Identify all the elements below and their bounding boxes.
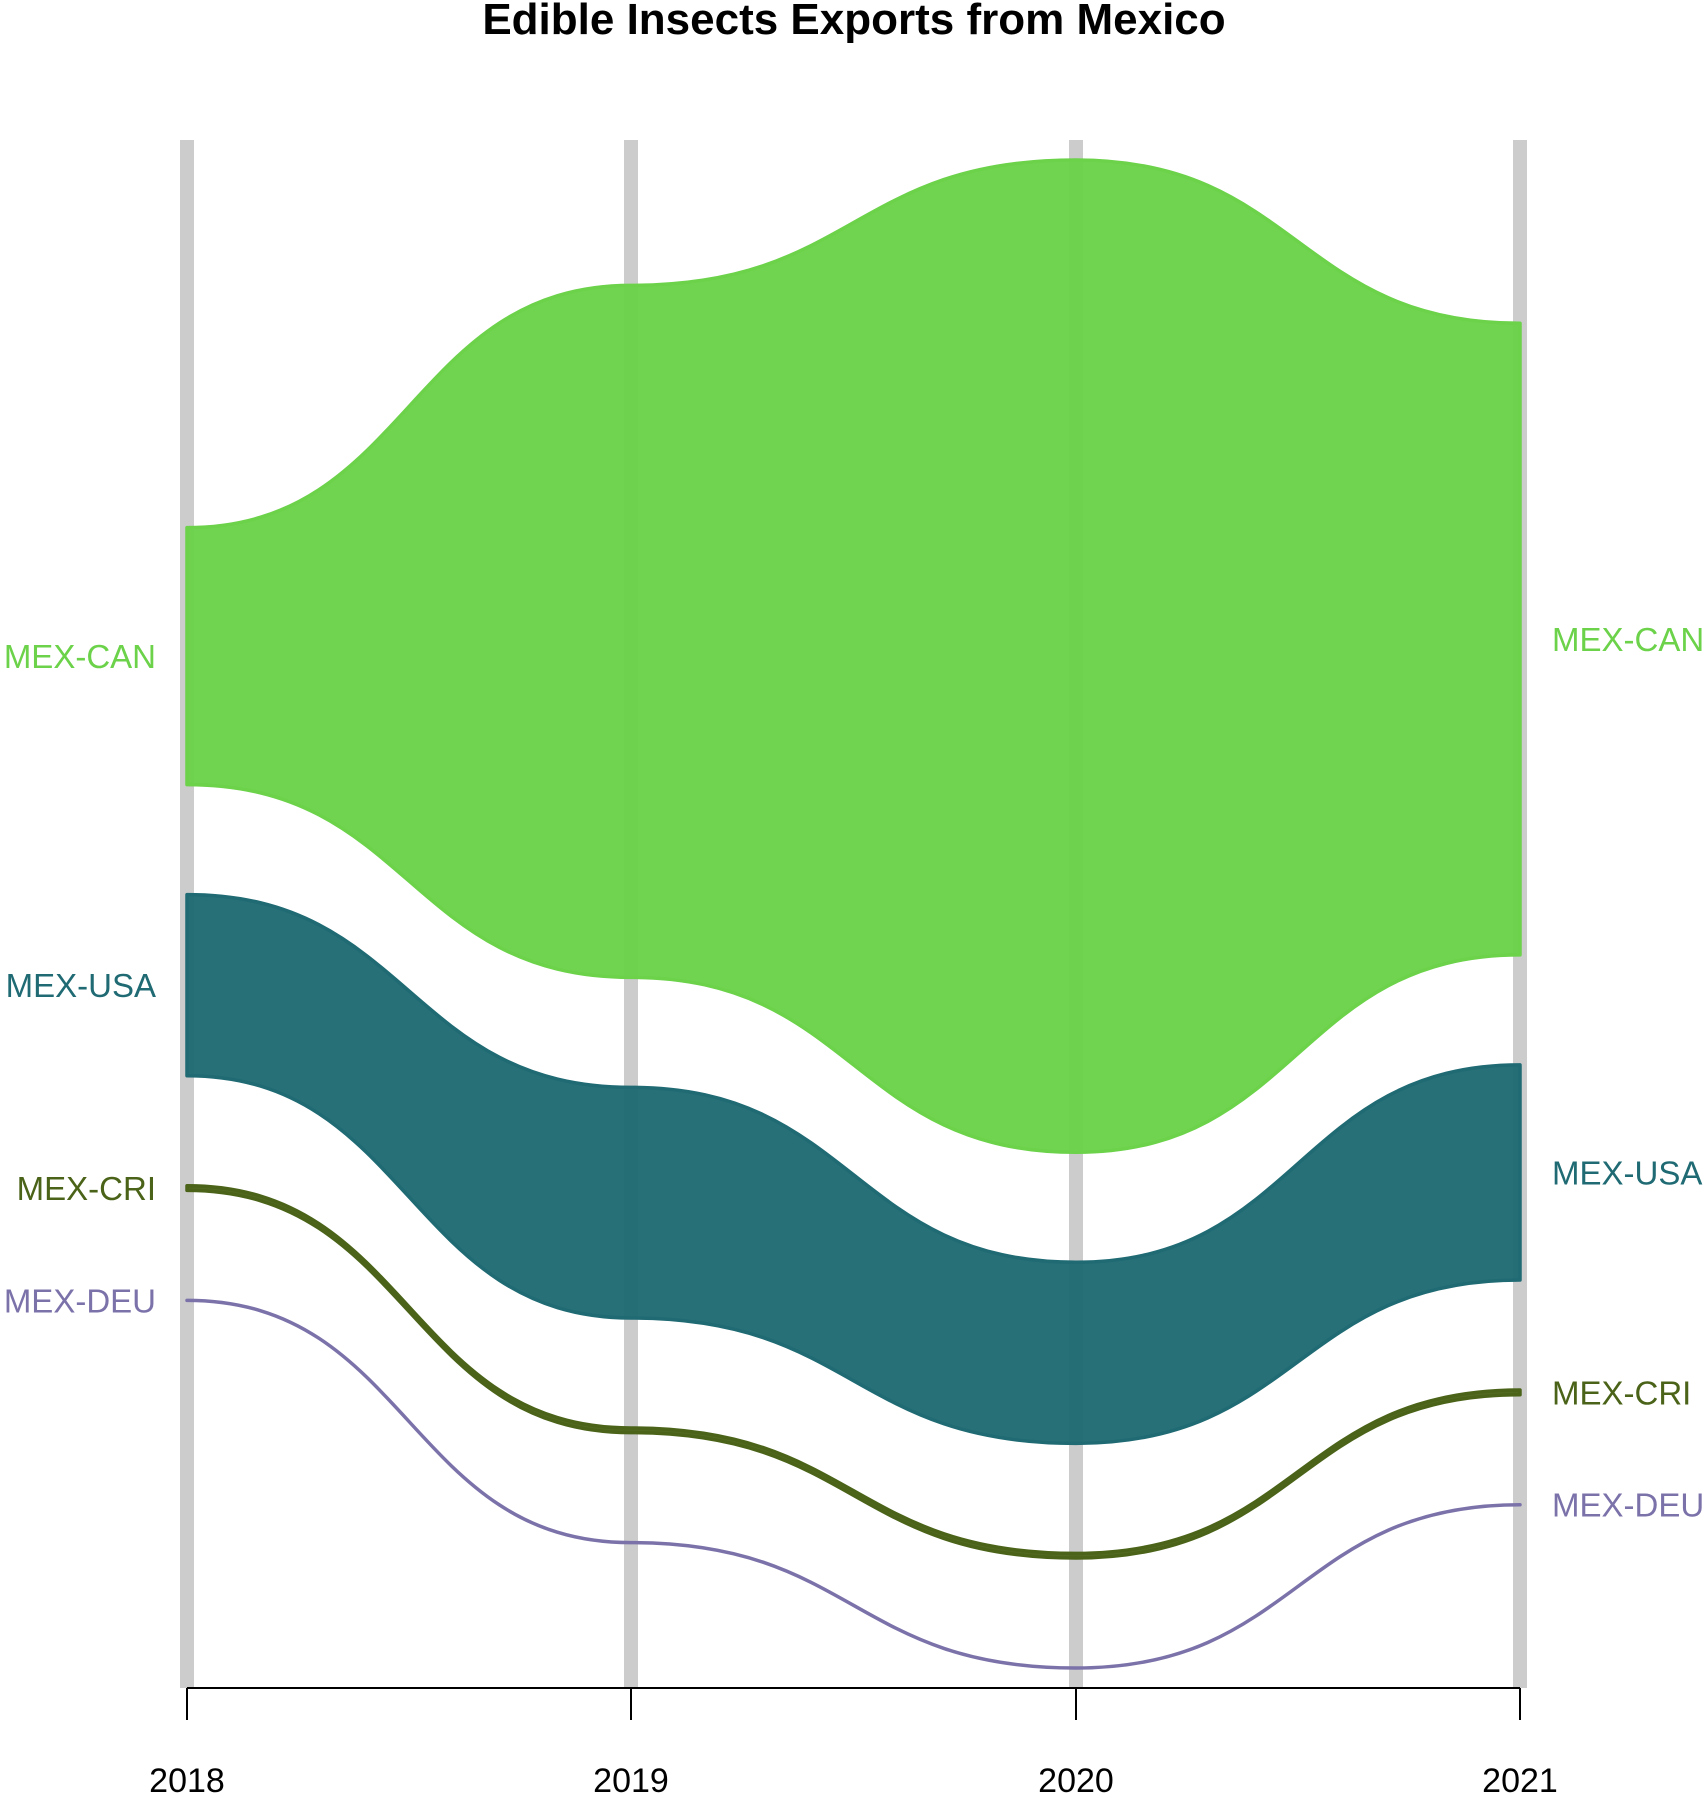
flow-mex-can: [185, 158, 1522, 1154]
label-right-mex-can: MEX-CAN: [1552, 621, 1704, 658]
flows: [185, 158, 1522, 1670]
x-tick-label-2018: 2018: [149, 1762, 225, 1798]
label-left-mex-deu: MEX-DEU: [4, 1282, 156, 1319]
x-axis: 2018 2019 2020 2021: [149, 1687, 1558, 1798]
x-tick-label-2019: 2019: [593, 1762, 669, 1798]
label-right-mex-usa: MEX-USA: [1552, 1154, 1702, 1191]
flow-mex-cri: [185, 1183, 1522, 1560]
chart-title: Edible Insects Exports from Mexico: [482, 0, 1225, 44]
label-left-mex-usa: MEX-USA: [6, 967, 156, 1004]
label-right-mex-deu: MEX-DEU: [1552, 1487, 1704, 1524]
x-tick-label-2020: 2020: [1038, 1762, 1114, 1798]
label-left-mex-can: MEX-CAN: [4, 638, 156, 675]
flow-mex-usa: [185, 892, 1522, 1446]
series-labels: MEX-CAN MEX-USA MEX-CRI MEX-DEU MEX-CAN MEX-U…: [4, 621, 1704, 1524]
flow-mex-deu: [185, 1298, 1522, 1670]
label-right-mex-cri: MEX-CRI: [1552, 1374, 1691, 1411]
x-tick-label-2021: 2021: [1482, 1762, 1558, 1798]
label-left-mex-cri: MEX-CRI: [17, 1170, 156, 1207]
